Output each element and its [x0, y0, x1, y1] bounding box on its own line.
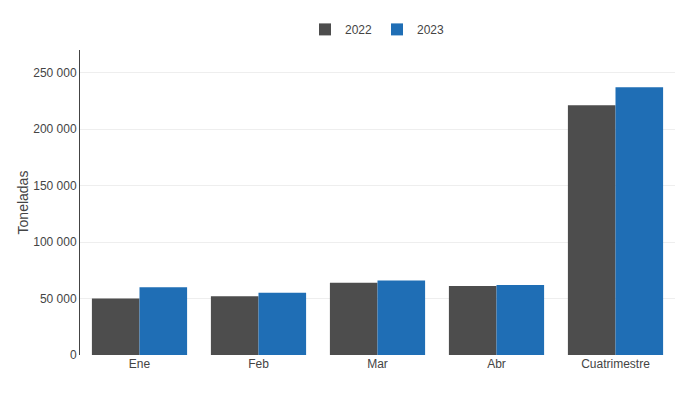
svg-text:Ene: Ene: [129, 357, 151, 371]
svg-text:Toneladas: Toneladas: [15, 171, 31, 235]
svg-text:250 000: 250 000: [33, 66, 77, 80]
svg-text:200 000: 200 000: [33, 122, 77, 136]
svg-text:2023: 2023: [417, 23, 444, 37]
svg-text:100 000: 100 000: [33, 235, 77, 249]
svg-text:Abr: Abr: [487, 357, 506, 371]
svg-text:Cuatrimestre: Cuatrimestre: [581, 357, 650, 371]
svg-text:150 000: 150 000: [33, 179, 77, 193]
svg-text:2022: 2022: [345, 23, 372, 37]
svg-text:0: 0: [70, 348, 77, 362]
svg-text:50 000: 50 000: [40, 292, 77, 306]
svg-text:Mar: Mar: [367, 357, 388, 371]
svg-text:Feb: Feb: [248, 357, 269, 371]
